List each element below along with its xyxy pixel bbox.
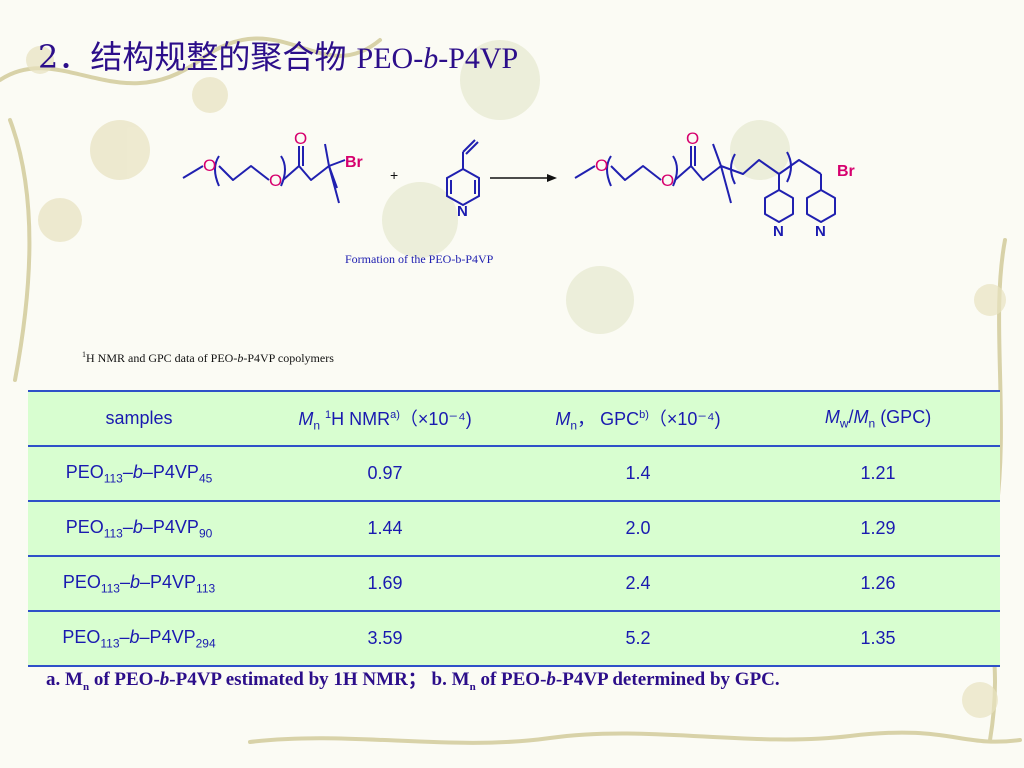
atom-o-1: O bbox=[203, 156, 216, 175]
mn-gpc-value: 2.0 bbox=[520, 501, 756, 557]
scheme-caption: Formation of the PEO-b-P4VP bbox=[345, 252, 494, 266]
product-structure bbox=[574, 143, 836, 223]
table-caption: 1H NMR and GPC data of PEO-b-P4VP copoly… bbox=[82, 350, 334, 365]
reaction-scheme: O O O Br + N O O O Br bbox=[182, 129, 855, 240]
atom-o-2: O bbox=[269, 171, 282, 190]
sample-name: PEO113–b–P4VP90 bbox=[28, 501, 250, 557]
atom-o-5: O bbox=[661, 171, 674, 190]
sample-name: PEO113–b–P4VP113 bbox=[28, 556, 250, 612]
sample-name: PEO113–b–P4VP294 bbox=[28, 611, 250, 667]
initiator-structure bbox=[182, 143, 346, 204]
atom-n-product-1: N bbox=[773, 223, 784, 240]
table-row: PEO113–b–P4VP294 3.59 5.2 1.35 bbox=[28, 611, 1000, 667]
title-english: PEO-b-P4VP bbox=[356, 42, 519, 75]
mn-gpc-value: 1.4 bbox=[520, 446, 756, 502]
header-samples: samples bbox=[28, 390, 250, 447]
atom-br-1: Br bbox=[345, 154, 363, 171]
table-row: PEO113–b–P4VP113 1.69 2.4 1.26 bbox=[28, 556, 1000, 612]
mn-nmr-value: 3.59 bbox=[250, 611, 520, 667]
footnote: a. Mn of PEO-b-P4VP estimated by 1H NMR；… bbox=[46, 669, 780, 693]
mn-gpc-value: 2.4 bbox=[520, 556, 756, 612]
table-row: PEO113–b–P4VP90 1.44 2.0 1.29 bbox=[28, 501, 1000, 557]
header-mn-gpc: Mn， GPCb)（×10⁻⁴) bbox=[520, 390, 756, 447]
mn-gpc-value: 5.2 bbox=[520, 611, 756, 667]
header-mn-nmr: Mn 1H NMRa)（×10⁻⁴) bbox=[250, 390, 520, 447]
atom-o-6: O bbox=[686, 129, 699, 148]
table-row: PEO113–b–P4VP45 0.97 1.4 1.21 bbox=[28, 446, 1000, 502]
pdi-value: 1.35 bbox=[756, 611, 1000, 667]
atom-n-product-2: N bbox=[815, 223, 826, 240]
header-pdi: Mw/Mn (GPC) bbox=[756, 390, 1000, 447]
atom-br-2: Br bbox=[837, 163, 855, 180]
pdi-value: 1.26 bbox=[756, 556, 1000, 612]
mn-nmr-value: 0.97 bbox=[250, 446, 520, 502]
pdi-value: 1.21 bbox=[756, 446, 1000, 502]
mn-nmr-value: 1.44 bbox=[250, 501, 520, 557]
title-chinese: 2．结构规整的聚合物 bbox=[38, 38, 347, 76]
pdi-value: 1.29 bbox=[756, 501, 1000, 557]
atom-o-3: O bbox=[294, 129, 307, 148]
plus-sign: + bbox=[390, 167, 398, 183]
vinylpyridine-structure bbox=[446, 139, 480, 207]
sample-name: PEO113–b–P4VP45 bbox=[28, 446, 250, 502]
mn-nmr-value: 1.69 bbox=[250, 556, 520, 612]
reaction-arrow bbox=[490, 174, 557, 182]
data-table: samples Mn 1H NMRa)（×10⁻⁴) Mn， GPCb)（×10… bbox=[28, 390, 1000, 667]
slide-title: 2．结构规整的聚合物 PEO-b-P4VP bbox=[38, 32, 518, 78]
atom-n-monomer: N bbox=[457, 203, 468, 220]
atom-o-4: O bbox=[595, 156, 608, 175]
table-header-row: samples Mn 1H NMRa)（×10⁻⁴) Mn， GPCb)（×10… bbox=[28, 390, 1000, 447]
